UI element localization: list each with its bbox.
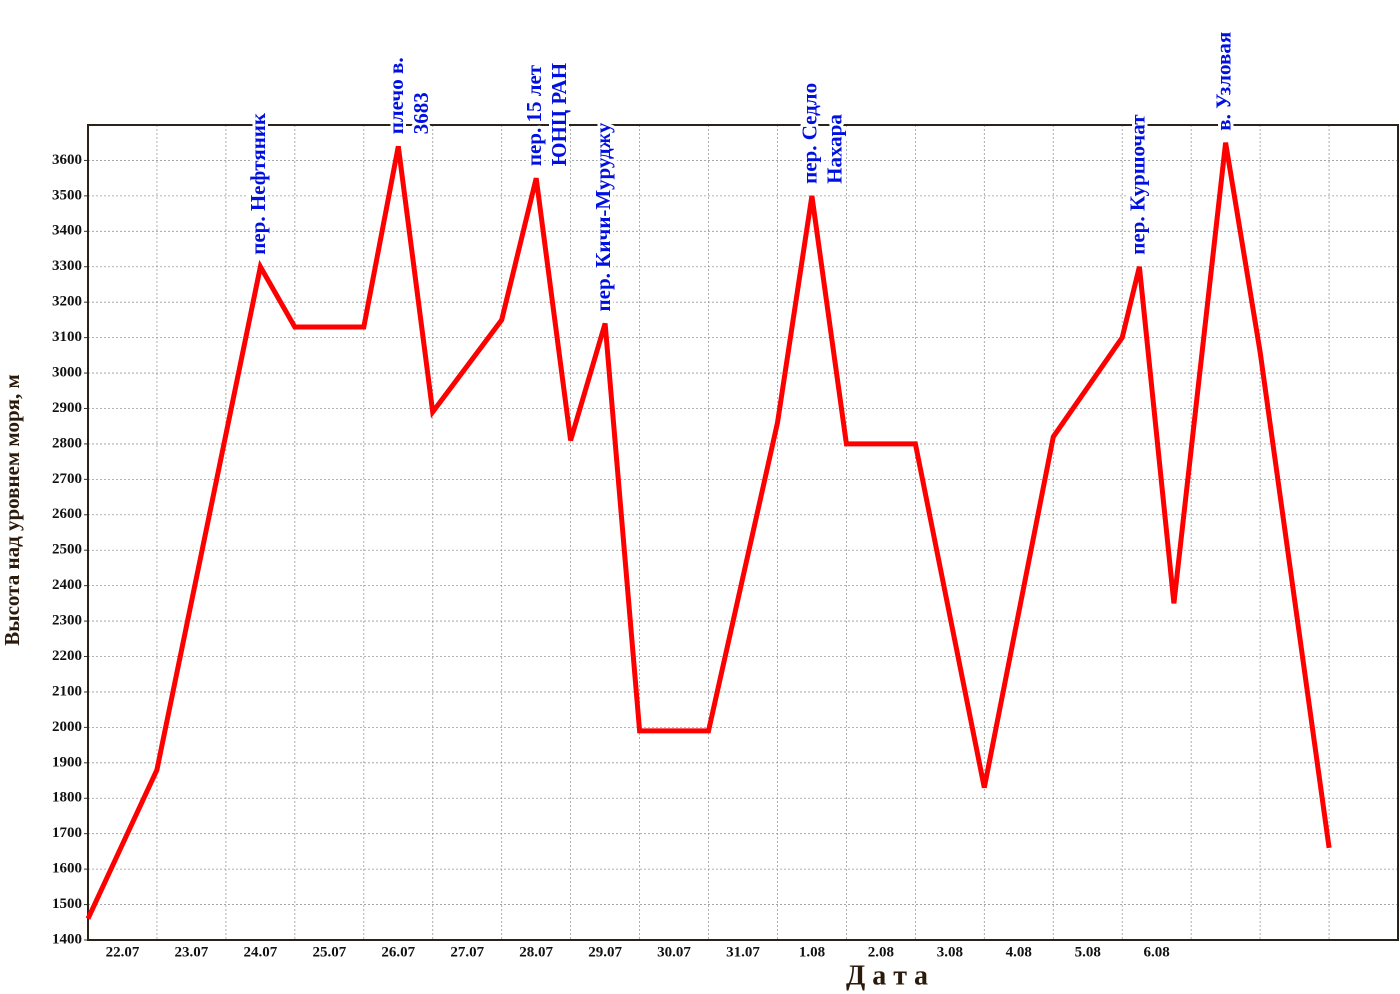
y-tick-label: 1500 bbox=[52, 896, 82, 912]
annotation: пер. 15 лет bbox=[522, 64, 546, 166]
y-tick-label: 3100 bbox=[52, 329, 82, 345]
x-tick-label: 23.07 bbox=[175, 944, 209, 960]
x-tick-label: 27.07 bbox=[450, 944, 484, 960]
y-tick-label: 2400 bbox=[52, 577, 82, 593]
x-tick-label: 25.07 bbox=[312, 944, 346, 960]
annotation: пер. Седло bbox=[798, 83, 822, 184]
y-tick-label: 2800 bbox=[52, 435, 82, 451]
y-tick-label: 2100 bbox=[52, 683, 82, 699]
x-tick-label: 28.07 bbox=[519, 944, 553, 960]
y-tick-label: 1900 bbox=[52, 754, 82, 770]
y-tick-label: 1600 bbox=[52, 861, 82, 877]
y-tick-label: 2000 bbox=[52, 719, 82, 735]
x-axis-label: Д а т а bbox=[846, 960, 928, 991]
annotation: Нахара bbox=[823, 114, 847, 184]
x-tick-label: 6.08 bbox=[1144, 944, 1170, 960]
y-tick-label: 3000 bbox=[52, 364, 82, 380]
y-tick-label: 3500 bbox=[52, 187, 82, 203]
x-tick-label: 26.07 bbox=[381, 944, 415, 960]
y-tick-label: 1700 bbox=[52, 825, 82, 841]
annotation: пер. Нефтяник bbox=[246, 112, 270, 255]
y-tick-label: 3300 bbox=[52, 258, 82, 274]
data-line bbox=[85, 142, 1332, 920]
x-tick-label: 4.08 bbox=[1006, 944, 1032, 960]
y-tick-label: 2700 bbox=[52, 471, 82, 487]
annotation: пер. Кичи-Муруджу bbox=[591, 122, 615, 311]
y-tick-label: 2200 bbox=[52, 648, 82, 664]
annotation: 3683 bbox=[409, 92, 433, 134]
y-tick-label: 2500 bbox=[52, 542, 82, 558]
x-tick-label: 24.07 bbox=[243, 944, 277, 960]
annotation: плечо в. bbox=[384, 57, 408, 134]
x-tick-label: 5.08 bbox=[1075, 944, 1101, 960]
annotation: в. Узловая bbox=[1211, 32, 1235, 131]
y-tick-label: 1400 bbox=[52, 931, 82, 947]
plot-border bbox=[87, 124, 1399, 941]
x-tick-label: 30.07 bbox=[657, 944, 691, 960]
y-tick-label: 1800 bbox=[52, 790, 82, 806]
y-tick-label: 2900 bbox=[52, 400, 82, 416]
x-tick-label: 3.08 bbox=[937, 944, 963, 960]
y-tick-label: 3200 bbox=[52, 294, 82, 310]
y-tick-label: 2600 bbox=[52, 506, 82, 522]
x-tick-label: 31.07 bbox=[726, 944, 760, 960]
annotation: ЮНЦ РАН bbox=[547, 63, 571, 166]
y-tick-label: 3400 bbox=[52, 223, 82, 239]
y-tick-label: 2300 bbox=[52, 613, 82, 629]
x-tick-label: 1.08 bbox=[799, 944, 825, 960]
annotation: пер. Куршочат bbox=[1125, 114, 1149, 255]
y-tick-label: 3600 bbox=[52, 152, 82, 168]
x-tick-label: 2.08 bbox=[868, 944, 894, 960]
x-tick-label: 29.07 bbox=[588, 944, 622, 960]
x-tick-label: 22.07 bbox=[106, 944, 140, 960]
y-axis-label: Высота над уровнем моря, м bbox=[0, 374, 24, 646]
